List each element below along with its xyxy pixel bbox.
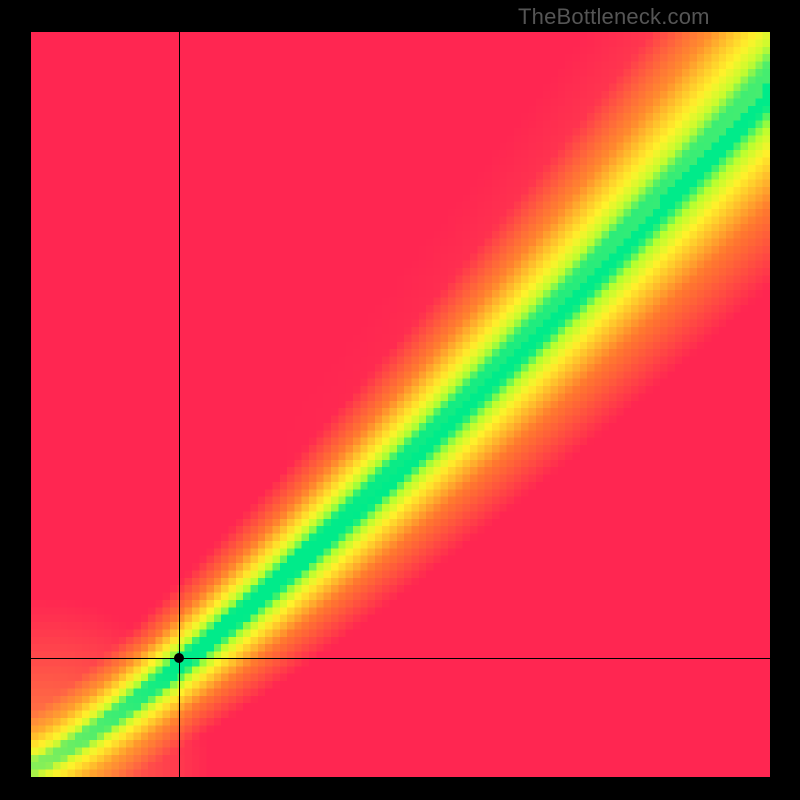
crosshair-horizontal [31, 658, 770, 659]
watermark: TheBottleneck.com [518, 4, 710, 30]
heatmap-canvas [31, 32, 770, 777]
heatmap-plot [31, 32, 770, 777]
crosshair-marker [174, 653, 184, 663]
crosshair-vertical [179, 32, 180, 777]
